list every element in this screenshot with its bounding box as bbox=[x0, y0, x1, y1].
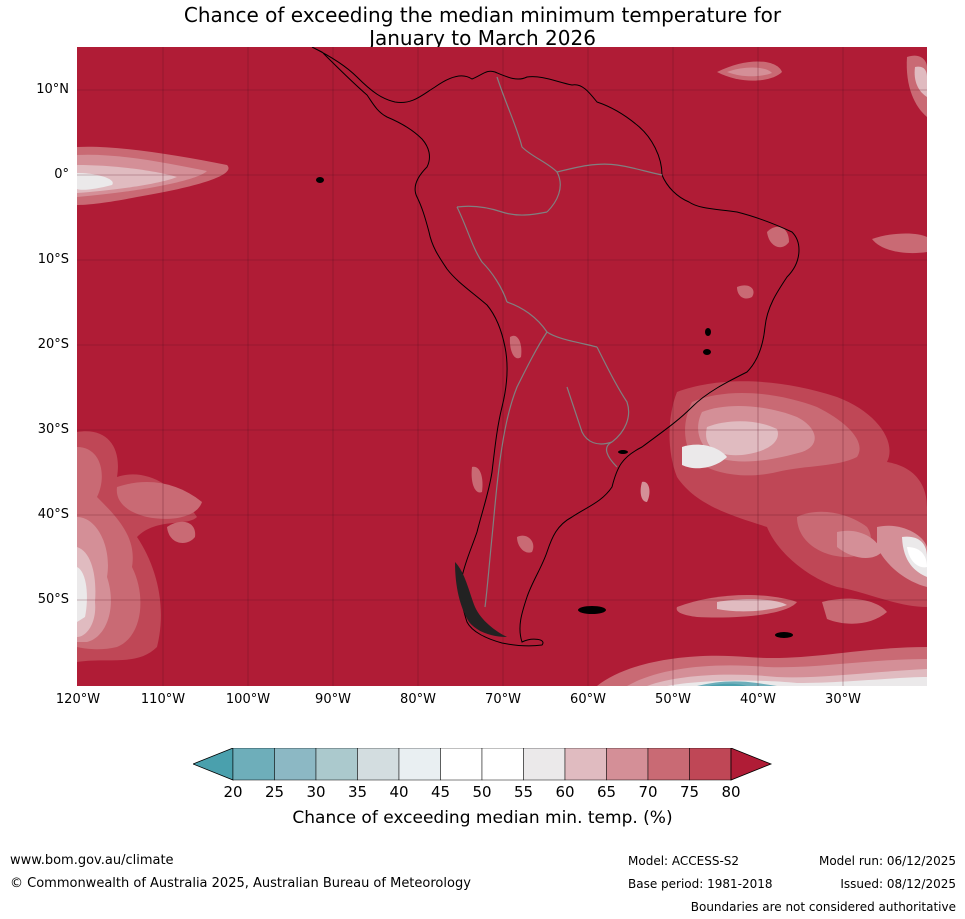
lat-label-30s: 30°S bbox=[37, 422, 69, 437]
colorbar-bin-60-65 bbox=[564, 748, 607, 781]
lat-label-0: 0° bbox=[54, 167, 69, 182]
south-america-coastline bbox=[311, 47, 800, 647]
probability-map bbox=[77, 47, 927, 686]
footer-disclaimer: Boundaries are not considered authoritat… bbox=[690, 900, 956, 914]
footer-base-period: Base period: 1981-2018 bbox=[628, 877, 773, 891]
colorbar-tick-70: 70 bbox=[638, 783, 658, 801]
colorbar-tick-65: 65 bbox=[596, 783, 617, 801]
footer-website: www.bom.gov.au/climate bbox=[10, 853, 174, 868]
map-title-line2: January to March 2026 bbox=[369, 26, 596, 50]
lon-label-50w: 50°W bbox=[655, 692, 691, 707]
lon-label-40w: 40°W bbox=[740, 692, 776, 707]
map-background-above-80 bbox=[77, 47, 927, 686]
colorbar-bin-45-50 bbox=[440, 748, 483, 781]
footer-model-run: Model run: 06/12/2025 bbox=[818, 854, 956, 868]
lat-label-50s: 50°S bbox=[37, 592, 69, 607]
lat-label-10n: 10°N bbox=[36, 82, 69, 97]
south-atlantic-anomaly bbox=[669, 381, 927, 607]
colorbar-bin-35-40 bbox=[357, 748, 400, 781]
colorbar-bin-40-45 bbox=[398, 748, 441, 781]
colorbar-tick-50: 50 bbox=[472, 783, 492, 801]
colorbar-bin-30-35 bbox=[315, 748, 358, 781]
colorbar-under-arrow bbox=[193, 748, 234, 781]
map-title: Chance of exceeding the median minimum t… bbox=[0, 4, 965, 50]
colorbar-tick-80: 80 bbox=[721, 783, 741, 801]
map-title-line1: Chance of exceeding the median minimum t… bbox=[183, 3, 782, 27]
colorbar-tick-75: 75 bbox=[679, 783, 700, 801]
colorbar-label: Chance of exceeding median min. temp. (%… bbox=[292, 808, 673, 828]
colorbar-over-arrow bbox=[730, 748, 773, 781]
colorbar-tick-45: 45 bbox=[430, 783, 451, 801]
scattered-anomaly-patches bbox=[471, 55, 927, 553]
map-canvas bbox=[77, 47, 927, 686]
lon-label-70w: 70°W bbox=[485, 692, 521, 707]
country-borders bbox=[456, 76, 663, 608]
lon-label-110w: 110°W bbox=[140, 692, 186, 707]
lat-label-10s: 10°S bbox=[37, 252, 69, 267]
footer-model: Model: ACCESS-S2 bbox=[628, 854, 740, 868]
colorbar-tick-40: 40 bbox=[389, 783, 409, 801]
lat-label-20s: 20°S bbox=[37, 337, 69, 352]
footer-issued: Issued: 08/12/2025 bbox=[840, 877, 956, 891]
colorbar-tick-20: 20 bbox=[223, 783, 243, 801]
colorbar-bin-20-25 bbox=[232, 748, 275, 781]
lon-label-120w: 120°W bbox=[55, 692, 101, 707]
lon-label-60w: 60°W bbox=[570, 692, 606, 707]
colorbar bbox=[193, 748, 773, 781]
islands-and-lakes bbox=[316, 177, 793, 638]
colorbar-tick-30: 30 bbox=[306, 783, 326, 801]
southern-ocean-anomaly bbox=[597, 595, 927, 686]
colorbar-bin-70-75 bbox=[647, 748, 690, 781]
colorbar-bin-50-55 bbox=[481, 748, 524, 781]
colorbar-tick-35: 35 bbox=[347, 783, 368, 801]
colorbar-tick-25: 25 bbox=[264, 783, 285, 801]
lon-label-100w: 100°W bbox=[225, 692, 271, 707]
lon-label-30w: 30°W bbox=[825, 692, 861, 707]
colorbar-bin-65-70 bbox=[606, 748, 649, 781]
southeast-pacific-anomaly bbox=[77, 431, 202, 662]
footer-copyright: © Commonwealth of Australia 2025, Austra… bbox=[10, 876, 471, 891]
lon-label-90w: 90°W bbox=[315, 692, 351, 707]
lon-label-80w: 80°W bbox=[400, 692, 436, 707]
colorbar-bin-55-60 bbox=[523, 748, 566, 781]
colorbar-tick-60: 60 bbox=[555, 783, 575, 801]
pacific-equatorial-anomaly bbox=[77, 146, 229, 205]
colorbar-tick-55: 55 bbox=[513, 783, 534, 801]
colorbar-bin-75-80 bbox=[689, 748, 732, 781]
colorbar-bin-25-30 bbox=[274, 748, 317, 781]
lat-label-40s: 40°S bbox=[37, 507, 69, 522]
